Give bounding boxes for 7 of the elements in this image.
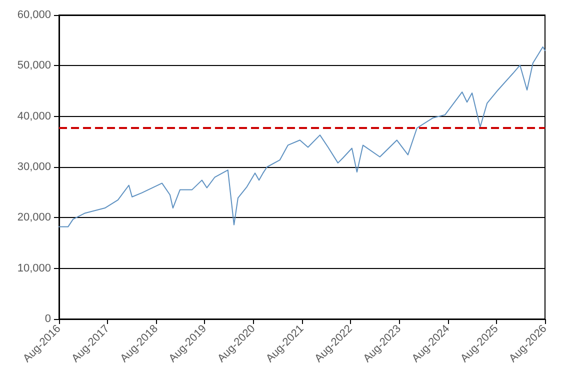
y-tick-label: 0 bbox=[44, 313, 51, 325]
y-tick-label: 10,000 bbox=[17, 262, 51, 274]
y-tick-label: 20,000 bbox=[17, 212, 51, 224]
y-tick-label: 30,000 bbox=[17, 161, 51, 173]
y-tick-label: 40,000 bbox=[17, 110, 51, 122]
y-tick-label: 60,000 bbox=[17, 9, 51, 21]
y-tick-label: 50,000 bbox=[17, 60, 51, 72]
